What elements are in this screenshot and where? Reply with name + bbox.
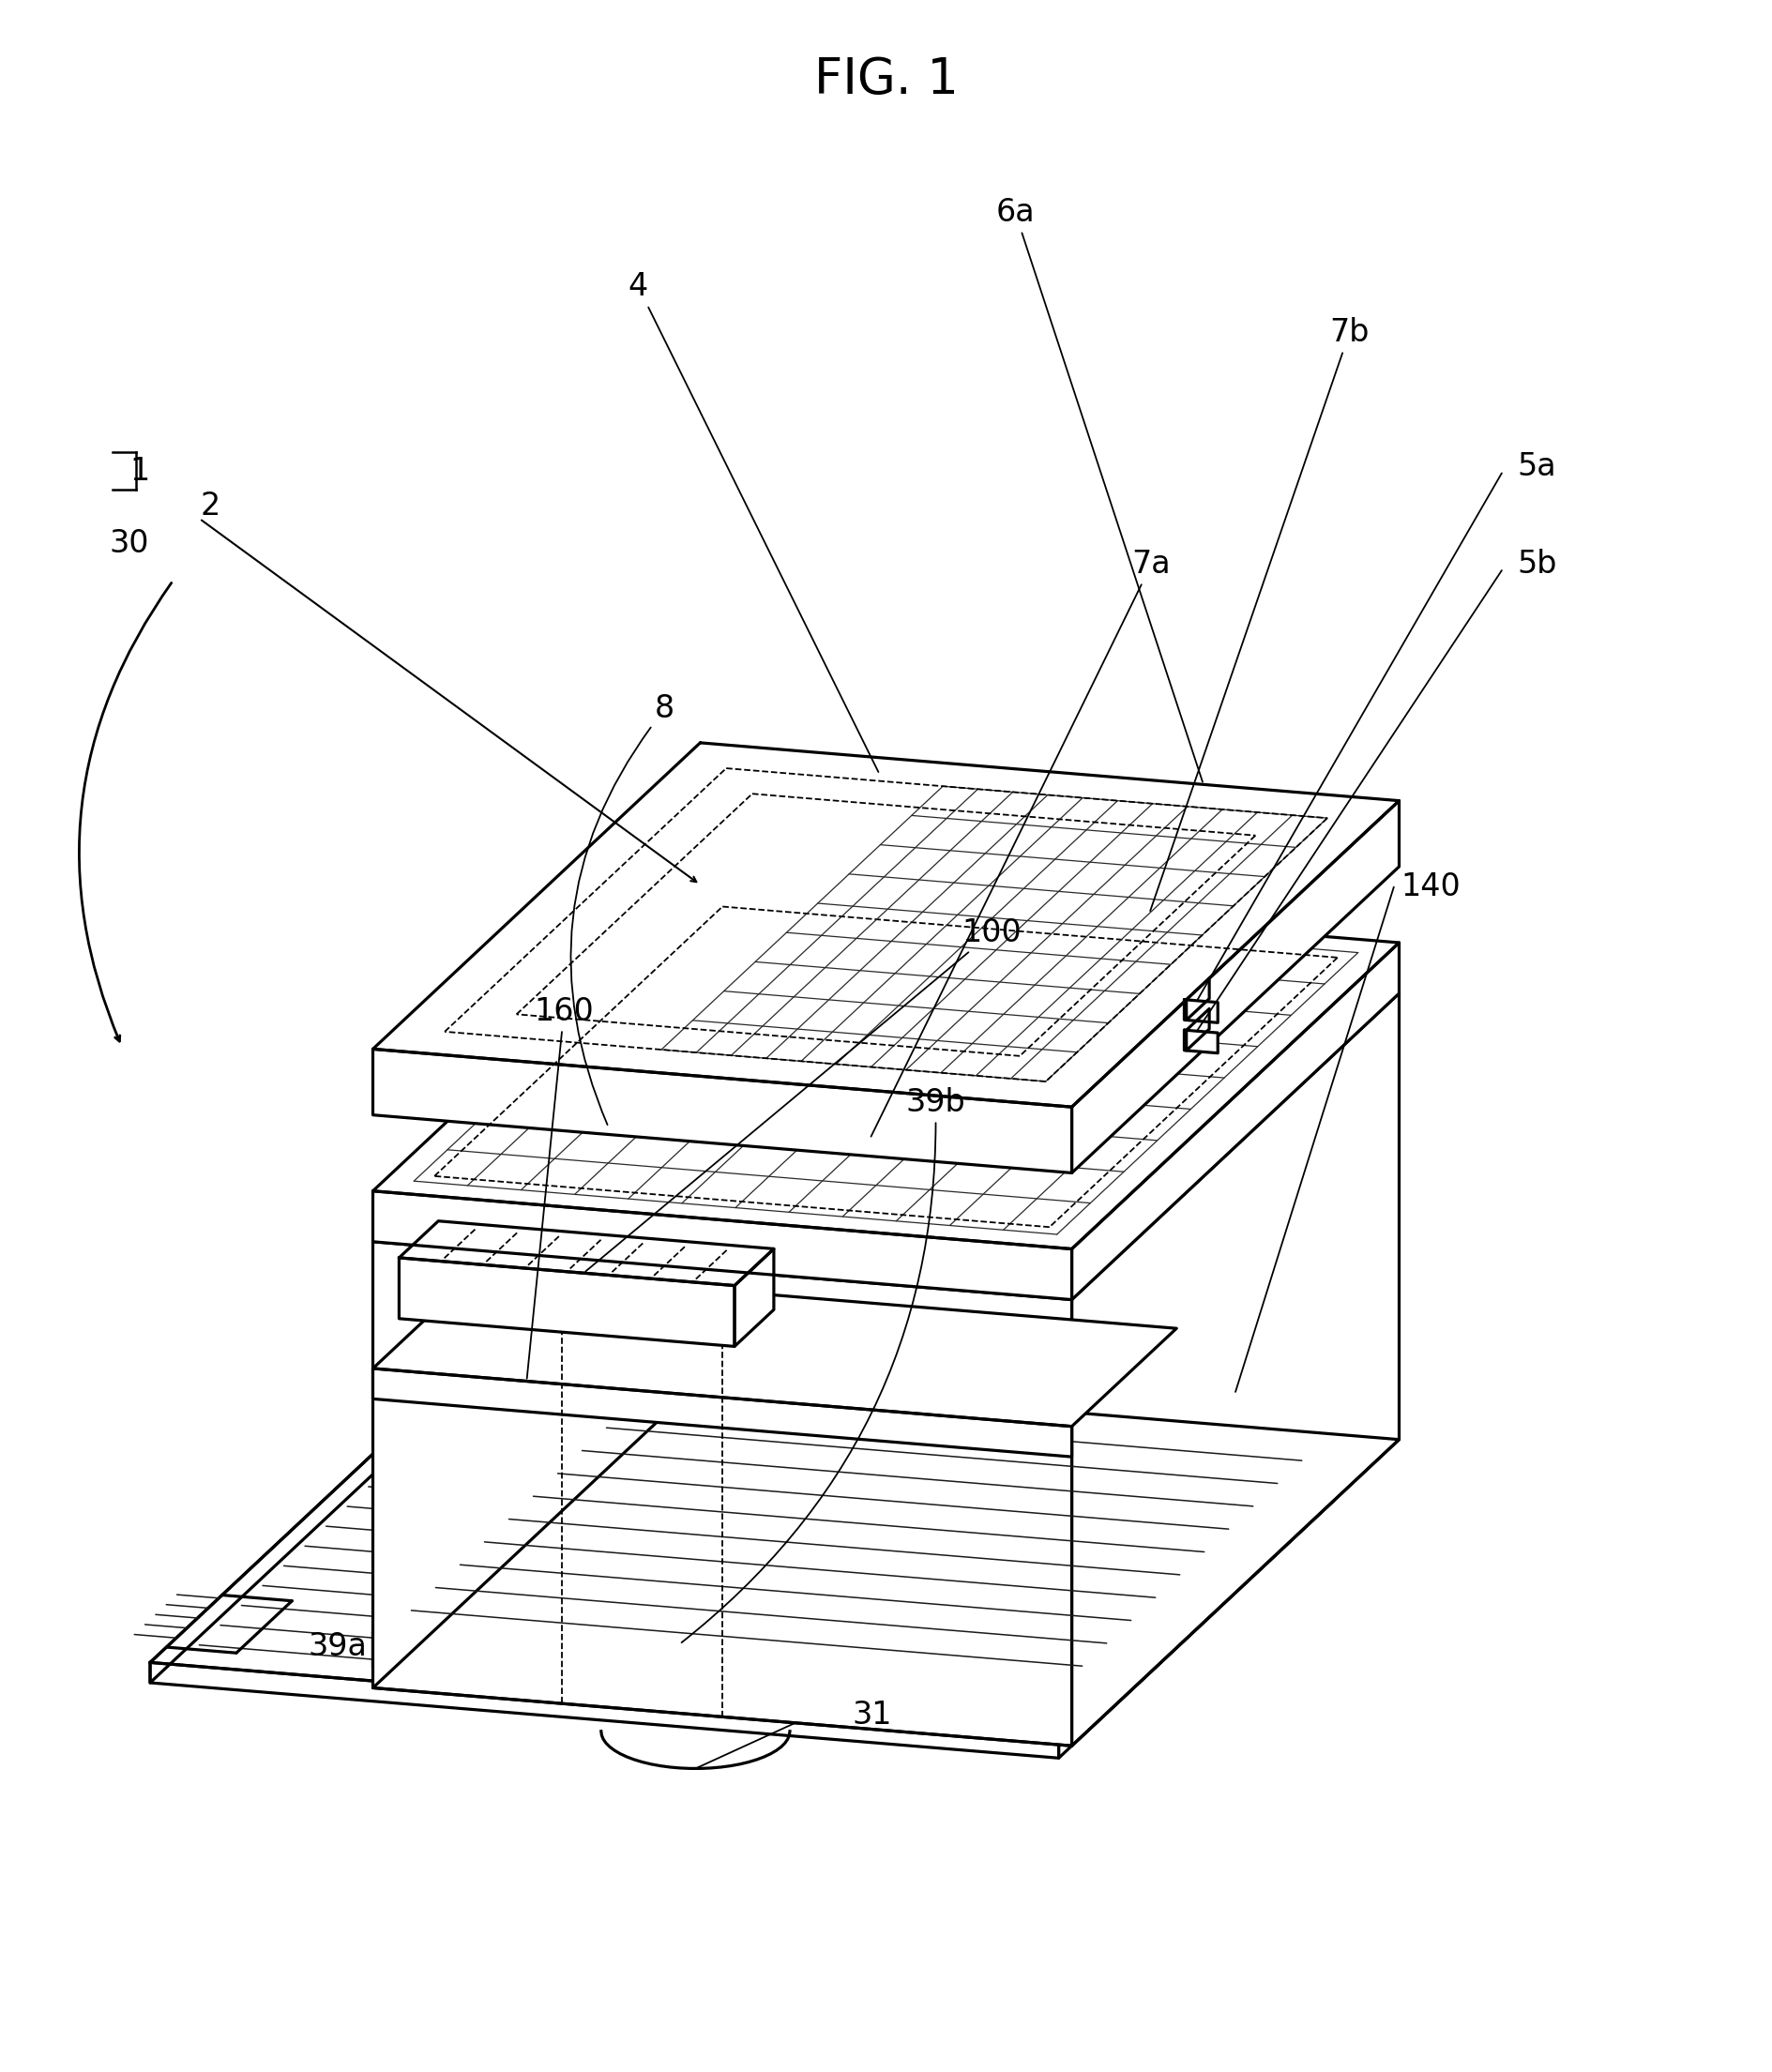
- Polygon shape: [1187, 1009, 1209, 1051]
- Polygon shape: [372, 1633, 1072, 1726]
- Polygon shape: [372, 885, 1400, 1249]
- Polygon shape: [372, 1241, 1072, 1747]
- Text: 7b: 7b: [1150, 317, 1370, 912]
- Text: 39a: 39a: [308, 1631, 367, 1662]
- Polygon shape: [1187, 978, 1209, 1019]
- Text: 30: 30: [108, 528, 149, 559]
- Text: 5a: 5a: [1517, 452, 1556, 483]
- Text: 31: 31: [852, 1699, 891, 1730]
- Polygon shape: [372, 1270, 1177, 1426]
- Polygon shape: [1184, 999, 1217, 1024]
- Polygon shape: [372, 1368, 1072, 1457]
- Polygon shape: [372, 1048, 1072, 1173]
- Text: 39b: 39b: [682, 1086, 966, 1643]
- Text: 5b: 5b: [1517, 549, 1558, 580]
- Polygon shape: [1058, 1481, 1334, 1757]
- Polygon shape: [372, 1191, 1072, 1299]
- Text: 6a: 6a: [996, 197, 1203, 781]
- Text: 8: 8: [571, 694, 675, 1125]
- Polygon shape: [1072, 943, 1400, 1299]
- Text: 7a: 7a: [872, 549, 1171, 1138]
- Polygon shape: [399, 1258, 735, 1347]
- Text: 4: 4: [629, 271, 879, 773]
- Polygon shape: [1072, 800, 1400, 1173]
- Polygon shape: [372, 742, 1400, 1106]
- Polygon shape: [151, 1405, 1334, 1738]
- Text: 140: 140: [1402, 872, 1460, 903]
- Polygon shape: [399, 1220, 774, 1285]
- Polygon shape: [735, 1249, 774, 1347]
- Text: 2: 2: [200, 491, 220, 522]
- Text: 160: 160: [526, 997, 594, 1378]
- Polygon shape: [1184, 1030, 1217, 1053]
- Polygon shape: [151, 1405, 425, 1682]
- Text: 1: 1: [129, 456, 149, 487]
- Polygon shape: [1072, 992, 1400, 1747]
- Text: 100: 100: [585, 918, 1022, 1272]
- Text: FIG. 1: FIG. 1: [813, 56, 959, 104]
- Polygon shape: [151, 1662, 1058, 1757]
- Polygon shape: [372, 1380, 1340, 1691]
